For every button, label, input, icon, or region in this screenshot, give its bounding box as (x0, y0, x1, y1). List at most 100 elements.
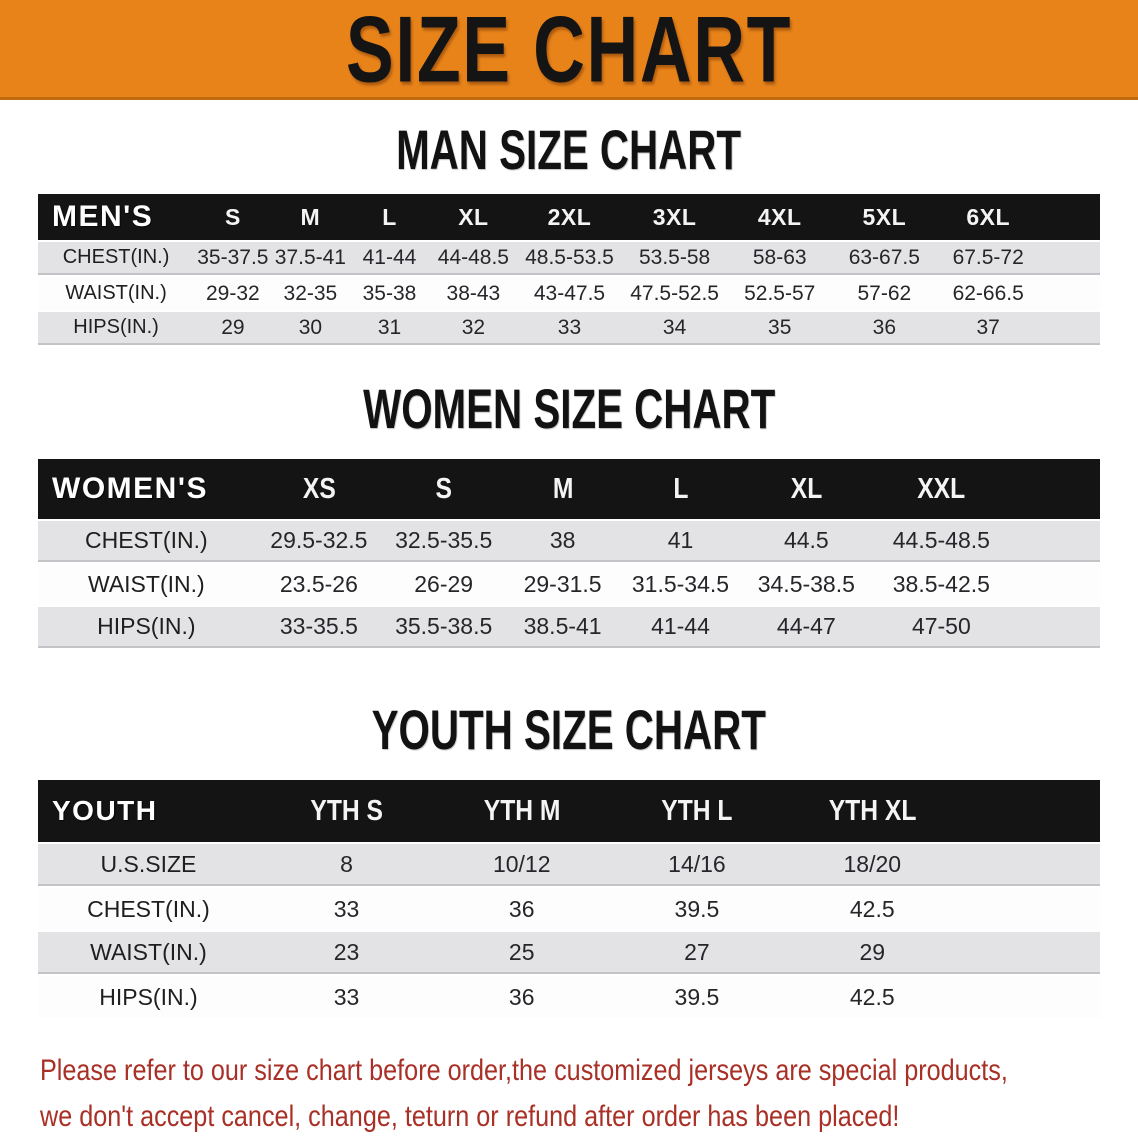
men-size-header: 6XL (966, 203, 1011, 230)
size-value: 35-37.5 (194, 242, 272, 275)
women-header-row: WOMEN'S XS S M L XL XXL (38, 459, 1100, 519)
size-value: 35 (727, 312, 833, 345)
size-value: 43-47.5 (533, 281, 606, 305)
women-size-header: M (552, 472, 573, 505)
women-chest-row: CHEST(IN.) 29.5-32.5 32.5-35.5 38 41 44.… (38, 521, 1100, 562)
size-value: 14/16 (609, 844, 785, 886)
size-value: 39.5 (674, 895, 720, 922)
size-value: 58-63 (727, 242, 833, 275)
size-value: 26-29 (414, 571, 474, 597)
size-value: 29-32 (206, 281, 260, 305)
size-value: 32.5-35.5 (383, 521, 505, 562)
youth-size-header: YTH L (661, 794, 733, 827)
women-size-header: XS (302, 472, 336, 505)
size-value: 41-44 (349, 242, 430, 275)
size-value: 48.5-53.5 (516, 242, 623, 275)
size-value: 38.5-41 (504, 607, 622, 648)
size-value: 38-43 (446, 281, 501, 305)
women-size-table: WOMEN'S XS S M L XL XXL CHEST(IN.) 29.5-… (38, 457, 1100, 650)
size-value: 27 (609, 932, 785, 974)
size-value: 52.5-57 (744, 281, 816, 305)
banner-title: SIZE CHART (345, 0, 793, 100)
women-size-header: S (435, 472, 452, 505)
youth-corner-header: YOUTH (52, 795, 158, 826)
size-value: 30 (271, 312, 350, 345)
size-value: 41 (621, 521, 740, 562)
size-value: 44-47 (739, 607, 873, 648)
row-label: CHEST(IN.) (38, 242, 195, 275)
size-value: 33-35.5 (254, 607, 384, 648)
size-value: 41-44 (621, 607, 740, 648)
women-size-header: L (672, 472, 689, 505)
men-header-row: MEN'S S M L XL 2XL 3XL 4XL 5XL 6XL (38, 194, 1100, 240)
disclaimer-line-1: Please refer to our size chart before or… (40, 1054, 1008, 1087)
men-section-title: MAN SIZE CHART (0, 122, 1138, 178)
size-value: 44.5-48.5 (872, 521, 1100, 562)
size-value: 62-66.5 (952, 281, 1024, 305)
men-size-header: M (300, 203, 321, 230)
youth-section-title: YOUTH SIZE CHART (0, 702, 1138, 758)
size-value: 31.5-34.5 (631, 571, 730, 597)
row-label: HIPS(IN.) (38, 607, 255, 648)
men-size-header: L (382, 203, 397, 230)
women-hips-row: HIPS(IN.) 33-35.5 35.5-38.5 38.5-41 41-4… (38, 607, 1100, 648)
youth-header-row: YOUTH YTH S YTH M YTH L YTH XL (38, 780, 1100, 842)
size-value: 57-62 (857, 281, 912, 305)
youth-size-header: YTH M (483, 794, 561, 827)
size-value: 35.5-38.5 (383, 607, 505, 648)
size-value: 8 (258, 844, 435, 886)
row-label: WAIST(IN.) (38, 932, 259, 974)
men-waist-row: WAIST(IN.) 29-32 32-35 35-38 38-43 43-47… (38, 277, 1100, 310)
size-value: 42.5 (849, 895, 895, 922)
youth-section-title-text: YOUTH SIZE CHART (371, 698, 767, 761)
size-value: 29.5-32.5 (254, 521, 384, 562)
youth-size-table: YOUTH YTH S YTH M YTH L YTH XL U.S.SIZE … (38, 778, 1100, 1020)
size-value: 35-38 (362, 281, 417, 305)
row-label: WAIST(IN.) (65, 282, 167, 304)
size-value: 39.5 (674, 983, 720, 1010)
men-size-header: S (224, 203, 241, 230)
row-label: HIPS(IN.) (99, 983, 198, 1010)
youth-ussize-row: U.S.SIZE 8 10/12 14/16 18/20 (38, 844, 1100, 886)
size-value: 23 (258, 932, 435, 974)
men-size-table-wrapper: MEN'S S M L XL 2XL 3XL 4XL 5XL 6XL CHEST… (38, 192, 1100, 347)
size-value: 53.5-58 (622, 242, 728, 275)
size-value: 44.5 (739, 521, 873, 562)
women-size-table-wrapper: WOMEN'S XS S M L XL XXL CHEST(IN.) 29.5-… (38, 457, 1100, 650)
men-section-title-text: MAN SIZE CHART (396, 118, 742, 181)
size-value: 29 (194, 312, 272, 345)
women-section-title: WOMEN SIZE CHART (0, 381, 1138, 437)
size-value: 33 (516, 312, 623, 345)
men-chest-row: CHEST(IN.) 35-37.5 37.5-41 41-44 44-48.5… (38, 242, 1100, 275)
men-hips-row: HIPS(IN.) 29 30 31 32 33 34 35 36 37 (38, 312, 1100, 345)
women-section-title-text: WOMEN SIZE CHART (362, 377, 776, 440)
row-label: WAIST(IN.) (87, 571, 205, 597)
women-size-header: XL (790, 472, 823, 505)
size-value: 67.5-72 (936, 242, 1100, 275)
size-value: 47.5-52.5 (630, 281, 719, 305)
youth-size-header: YTH S (310, 794, 383, 827)
youth-size-table-wrapper: YOUTH YTH S YTH M YTH L YTH XL U.S.SIZE … (38, 778, 1100, 1020)
size-value: 36 (508, 895, 535, 922)
size-value: 25 (434, 932, 610, 974)
row-label: U.S.SIZE (38, 844, 259, 886)
men-size-header: 3XL (652, 203, 697, 230)
size-value: 33 (333, 895, 360, 922)
youth-chest-row: CHEST(IN.) 33 36 39.5 42.5 (38, 888, 1100, 930)
size-value: 37.5-41 (271, 242, 350, 275)
order-disclaimer-note: Please refer to our size chart before or… (40, 1048, 1138, 1140)
men-size-header: 4XL (757, 203, 802, 230)
size-value: 31 (349, 312, 430, 345)
youth-hips-row: HIPS(IN.) 33 36 39.5 42.5 (38, 976, 1100, 1018)
women-corner-header: WOMEN'S (52, 472, 208, 505)
size-value: 47-50 (872, 607, 1100, 648)
size-chart-banner: SIZE CHART (0, 0, 1138, 100)
men-size-header: XL (458, 203, 489, 230)
size-value: 34 (622, 312, 728, 345)
youth-waist-row: WAIST(IN.) 23 25 27 29 (38, 932, 1100, 974)
youth-size-header: YTH XL (828, 794, 917, 827)
men-size-header: 5XL (862, 203, 907, 230)
men-corner-header: MEN'S (52, 200, 154, 233)
size-value: 44-48.5 (429, 242, 517, 275)
size-value: 34.5-38.5 (757, 571, 855, 597)
